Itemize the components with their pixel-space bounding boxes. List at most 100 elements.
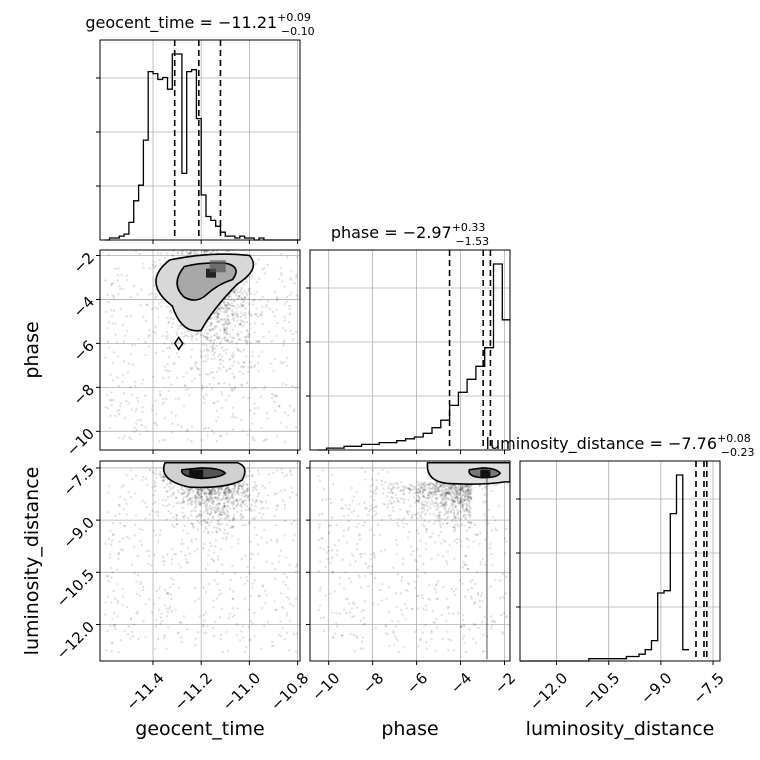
sample-point	[225, 306, 228, 310]
sample-point	[105, 574, 109, 578]
sample-point	[196, 487, 199, 491]
sample-point	[168, 605, 171, 609]
sample-point	[294, 565, 298, 568]
title-plus: +0.09	[277, 11, 311, 24]
sample-point	[141, 528, 144, 532]
sample-point	[226, 488, 229, 491]
sample-point	[242, 489, 245, 492]
sample-point	[250, 275, 253, 278]
sample-point	[212, 502, 215, 506]
sample-point	[199, 510, 203, 513]
sample-point	[159, 616, 162, 619]
sample-point	[244, 508, 247, 512]
sample-point	[240, 287, 243, 291]
sample-point	[249, 552, 253, 555]
sample-point	[209, 489, 212, 492]
sample-point	[115, 341, 119, 344]
sample-point	[109, 624, 112, 627]
sample-point	[240, 492, 243, 495]
sample-point	[162, 334, 165, 337]
sample-point	[222, 326, 226, 329]
sample-point	[170, 326, 173, 329]
sample-point	[282, 344, 285, 347]
sample-point	[167, 485, 171, 488]
sample-point	[243, 320, 246, 324]
sample-point	[198, 489, 201, 492]
sample-point	[232, 312, 236, 315]
sample-point	[170, 597, 173, 601]
sample-point	[171, 492, 174, 495]
sample-point	[135, 592, 138, 595]
title-plus: +0.33	[452, 221, 486, 234]
sample-point	[226, 486, 229, 489]
sample-point	[237, 488, 241, 491]
sample-point	[140, 423, 143, 427]
sample-point	[244, 494, 247, 498]
sample-point	[189, 252, 193, 255]
sample-point	[244, 339, 247, 342]
sample-point	[219, 342, 222, 345]
sample-point	[290, 473, 293, 477]
sample-point	[214, 326, 217, 329]
sample-point	[112, 351, 115, 354]
sample-point	[116, 615, 120, 618]
sample-point	[287, 321, 291, 324]
sample-point	[236, 607, 239, 610]
sample-point	[200, 523, 203, 526]
sample-point	[251, 438, 254, 441]
sample-point	[151, 486, 154, 489]
sample-point	[210, 500, 214, 503]
sample-point	[221, 497, 224, 501]
sample-point	[245, 487, 249, 490]
sample-point	[226, 300, 229, 304]
sample-point	[253, 517, 256, 521]
sample-point	[187, 546, 190, 550]
sample-point	[141, 588, 145, 592]
sample-point	[207, 512, 210, 515]
sample-point	[267, 299, 270, 303]
sample-point	[209, 322, 212, 325]
sample-point	[218, 434, 221, 438]
sample-point	[249, 366, 252, 370]
sample-point	[197, 490, 200, 494]
sample-point	[117, 651, 120, 654]
sample-point	[224, 492, 227, 495]
sample-point	[114, 414, 117, 418]
sample-point	[151, 307, 154, 311]
sample-point	[182, 375, 185, 378]
sample-point	[232, 313, 235, 317]
sample-point	[208, 497, 211, 501]
sample-point	[283, 285, 287, 288]
sample-point	[221, 323, 224, 327]
sample-point	[229, 303, 232, 307]
sample-point	[107, 537, 111, 540]
sample-point	[241, 304, 244, 307]
y-tick-label: −2	[70, 249, 98, 277]
sample-point	[227, 320, 230, 323]
sample-point	[217, 312, 220, 316]
sample-point	[271, 396, 274, 400]
sample-point	[204, 505, 207, 508]
sample-point	[129, 637, 133, 640]
sample-point	[218, 527, 221, 530]
sample-point	[182, 404, 186, 407]
sample-point	[154, 351, 158, 355]
sample-point	[205, 497, 208, 500]
sample-point	[231, 496, 234, 499]
sample-point	[239, 290, 242, 293]
sample-point	[198, 502, 201, 505]
sample-point	[176, 352, 179, 355]
sample-point	[227, 616, 230, 620]
sample-point	[110, 539, 114, 542]
sample-point	[190, 538, 193, 542]
sample-point	[206, 521, 209, 524]
sample-point	[197, 491, 200, 494]
sample-point	[206, 250, 209, 253]
sample-point	[200, 354, 203, 358]
sample-point	[242, 283, 246, 287]
sample-point	[249, 409, 252, 412]
sample-point	[162, 475, 166, 479]
sample-point	[270, 340, 274, 343]
sample-point	[162, 473, 165, 476]
sample-point	[232, 519, 235, 522]
